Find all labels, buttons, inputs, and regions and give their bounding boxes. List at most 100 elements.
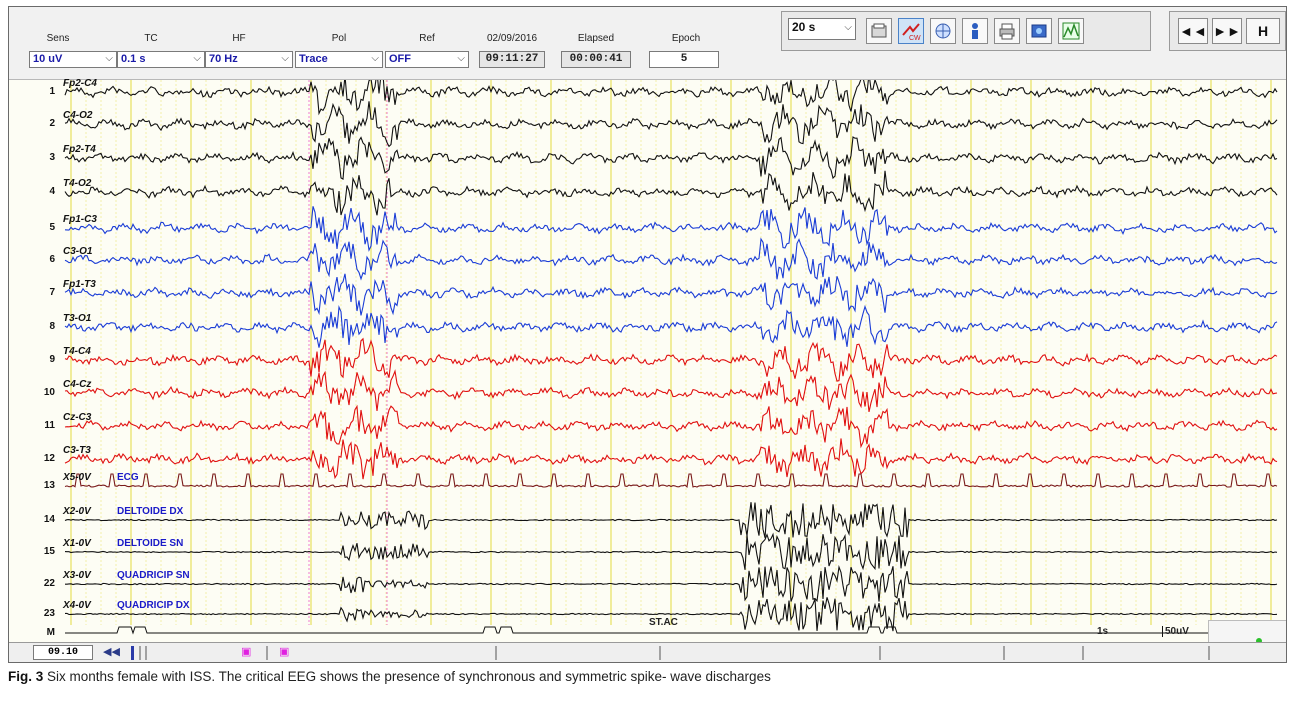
- channel-name: QUADRICIP SN: [117, 570, 190, 581]
- channel-trace: [64, 170, 1278, 216]
- montage-icon[interactable]: [930, 18, 956, 44]
- timeline-bar[interactable]: 09.10 ◀◀ ▣ ▣: [9, 642, 1286, 662]
- tc-value: 0.1 s: [121, 53, 146, 65]
- home-button[interactable]: H: [1246, 18, 1280, 44]
- caption-text: Six months female with ISS. The critical…: [43, 669, 771, 684]
- patient-info-icon[interactable]: [962, 18, 988, 44]
- ref-value: OFF: [389, 53, 411, 65]
- amplitude-scale-label: 50uV: [1162, 626, 1189, 637]
- open-icon[interactable]: [866, 18, 892, 44]
- channel-trace: [65, 626, 1277, 635]
- channel-trace: [64, 206, 1278, 252]
- channel-number: 1: [49, 86, 55, 97]
- time-readout: 09:11:27: [479, 51, 545, 68]
- pol-label: Pol: [331, 33, 347, 44]
- channel-number: 6: [49, 254, 55, 265]
- channel-derivation: C3-O1: [63, 246, 93, 257]
- page-length-select[interactable]: 20 s ⌵: [788, 18, 856, 40]
- chevron-down-icon: ⌵: [281, 53, 289, 64]
- pol-value: Trace: [299, 53, 328, 65]
- date-label: 02/09/2016: [486, 33, 538, 44]
- channel-number: 3: [49, 152, 55, 163]
- video-icon[interactable]: [1026, 18, 1052, 44]
- channel-number: 2: [49, 118, 55, 129]
- timeline-ticks: [139, 646, 1210, 660]
- channel-trace: [64, 237, 1278, 281]
- timeline-cursor[interactable]: [131, 646, 134, 660]
- channel-name: DELTOIDE DX: [117, 506, 184, 517]
- channel-number: 22: [43, 578, 55, 589]
- channel-trace: [64, 438, 1278, 480]
- channel-trace: [64, 502, 1278, 538]
- channel-trace: [64, 369, 1278, 413]
- chevron-down-icon: ⌵: [193, 53, 201, 64]
- pol-select[interactable]: Trace ⌵: [295, 51, 383, 68]
- sens-select[interactable]: 10 uV ⌵: [29, 51, 117, 68]
- ref-label: Ref: [419, 33, 435, 44]
- chevron-down-icon: ⌵: [844, 22, 852, 33]
- epoch-label: Epoch: [671, 33, 701, 44]
- page-length-value: 20 s: [792, 20, 816, 34]
- rewind-button[interactable]: ◄◄: [1178, 18, 1208, 44]
- epoch-readout: 5: [649, 51, 719, 68]
- time-scale-label: 1s: [1097, 626, 1109, 637]
- eeg-trace-area[interactable]: 1 Fp2-C4 2 C4-O2 3 Fp2-T4 4 T4-O2 5 Fp1-C3 6 C3-O1 7…: [9, 78, 1286, 662]
- channel-name: DELTOIDE SN: [117, 538, 184, 549]
- channel-derivation: C3-T3: [63, 445, 91, 456]
- elapsed-readout: 00:00:41: [561, 51, 631, 68]
- marker-flag-icon: ▣: [241, 646, 252, 658]
- tc-label: TC: [144, 33, 158, 44]
- channel-trace: [64, 404, 1278, 449]
- channel-trace: [64, 532, 1278, 571]
- eeg-traces-canvas: [64, 80, 1278, 635]
- channel-derivation: X3-0V: [63, 570, 91, 581]
- channel-number: 15: [43, 546, 55, 557]
- toolbar-icon-group: 20 s ⌵ CW: [781, 11, 1151, 51]
- toolbar: Sens TC HF Pol Ref 02/09/2016 Elapsed Ep…: [9, 7, 1286, 80]
- channel-trace: [64, 473, 1278, 488]
- channel-number: 23: [43, 608, 55, 619]
- channel-derivation: X2-0V: [63, 506, 91, 517]
- channel-trace: [65, 597, 1278, 632]
- stimulus-marker: ST.AC: [649, 617, 678, 628]
- channel-derivation: X1-0V: [63, 538, 91, 549]
- fast-forward-button[interactable]: ►►: [1212, 18, 1242, 44]
- channel-derivation: C4-Cz: [63, 379, 92, 390]
- channel-name: ECG: [117, 472, 139, 483]
- channel-name: QUADRICIP DX: [117, 600, 190, 611]
- channel-number: 14: [43, 514, 55, 525]
- channel-number: 9: [49, 354, 55, 365]
- channel-derivation: Fp1-C3: [63, 214, 97, 225]
- channel-trace: [64, 136, 1278, 181]
- channel-trace: [65, 564, 1278, 603]
- cw-icon[interactable]: CW: [898, 18, 924, 44]
- tc-select[interactable]: 0.1 s ⌵: [117, 51, 205, 68]
- sens-label: Sens: [46, 33, 70, 44]
- channel-derivation: Cz-C3: [63, 412, 92, 423]
- spectrum-icon[interactable]: [1058, 18, 1084, 44]
- channel-derivation: Fp1-T3: [63, 279, 96, 290]
- channel-trace: [64, 80, 1278, 116]
- hf-select[interactable]: 70 Hz ⌵: [205, 51, 293, 68]
- channel-derivation: Fp2-T4: [63, 144, 96, 155]
- channel-number: 4: [49, 186, 55, 197]
- channel-number: 8: [49, 321, 55, 332]
- channel-derivation: X4-0V: [63, 600, 91, 611]
- channel-derivation: T4-C4: [63, 346, 91, 357]
- chevron-down-icon: ⌵: [105, 53, 113, 64]
- channel-number: 5: [49, 222, 55, 233]
- channel-trace: [64, 273, 1278, 316]
- ref-select[interactable]: OFF ⌵: [385, 51, 469, 68]
- rewind-icon[interactable]: ◀◀: [103, 646, 120, 658]
- eeg-viewer-window: Sens TC HF Pol Ref 02/09/2016 Elapsed Ep…: [8, 6, 1287, 663]
- current-time-box: 09.10: [33, 645, 93, 660]
- figure-caption: Fig. 3 Six months female with ISS. The c…: [8, 669, 1285, 684]
- channel-number: 10: [43, 387, 55, 398]
- channel-derivation: T3-O1: [63, 313, 92, 324]
- channel-trace: [64, 337, 1278, 382]
- channel-derivation: X5-0V: [63, 472, 91, 483]
- hf-label: HF: [232, 33, 246, 44]
- print-icon[interactable]: [994, 18, 1020, 44]
- navigation-group: ◄◄ ►► H: [1169, 11, 1286, 51]
- marker-flag-icon: ▣: [279, 646, 290, 658]
